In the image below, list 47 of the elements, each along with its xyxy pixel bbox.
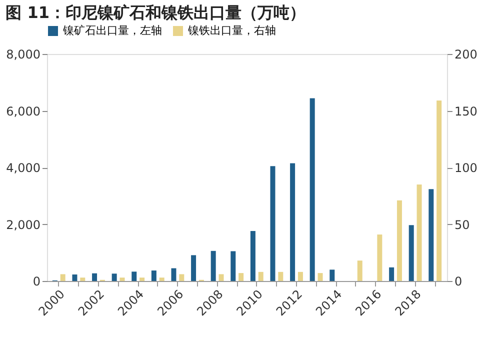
- y-tick-label: 2,000: [6, 218, 40, 232]
- y-tick-label: 6,000: [6, 104, 40, 118]
- bar: [290, 163, 296, 281]
- bar: [357, 260, 362, 281]
- bar: [191, 255, 196, 281]
- y2-tick-label: 0: [454, 274, 462, 288]
- bar: [416, 184, 422, 281]
- bar: [278, 272, 284, 281]
- bar: [389, 267, 394, 281]
- y2-tick-label: 200: [454, 48, 478, 62]
- bar: [140, 278, 145, 281]
- bar: [218, 274, 224, 281]
- bar: [298, 272, 303, 281]
- y2-tick-label: 50: [454, 218, 470, 232]
- bar: [179, 274, 184, 281]
- bar: [310, 98, 315, 281]
- bar: [120, 278, 125, 281]
- bar: [330, 270, 335, 281]
- bar: [159, 278, 164, 281]
- y-tick-label: 8,000: [6, 48, 40, 62]
- bar: [72, 274, 78, 281]
- bar: [210, 250, 216, 281]
- bar: [151, 270, 156, 281]
- bar: [80, 278, 86, 281]
- y2-tick-label: 150: [454, 104, 478, 118]
- bar: [238, 273, 244, 281]
- bar: [436, 100, 442, 281]
- bar: [396, 200, 402, 281]
- bar: [318, 273, 323, 281]
- bar: [92, 273, 98, 281]
- bar: [132, 272, 137, 281]
- legend-label: 镍矿石出口量，左轴: [62, 24, 162, 37]
- chart-title: 图 11：印尼镍矿石和镍铁出口量（万吨）: [6, 3, 306, 22]
- bar: [408, 225, 414, 281]
- bar: [171, 268, 176, 281]
- y-tick-label: 4,000: [6, 161, 40, 175]
- bar: [428, 189, 434, 281]
- y-tick-label: 0: [32, 274, 40, 288]
- legend-label: 镍铁出口量，右轴: [187, 24, 276, 37]
- bar: [258, 272, 264, 281]
- bar: [60, 274, 66, 281]
- bar: [377, 234, 382, 281]
- y2-tick-label: 100: [454, 161, 478, 175]
- bar: [112, 274, 117, 281]
- bar: [270, 166, 276, 281]
- bar: [250, 231, 256, 281]
- bar: [230, 251, 236, 281]
